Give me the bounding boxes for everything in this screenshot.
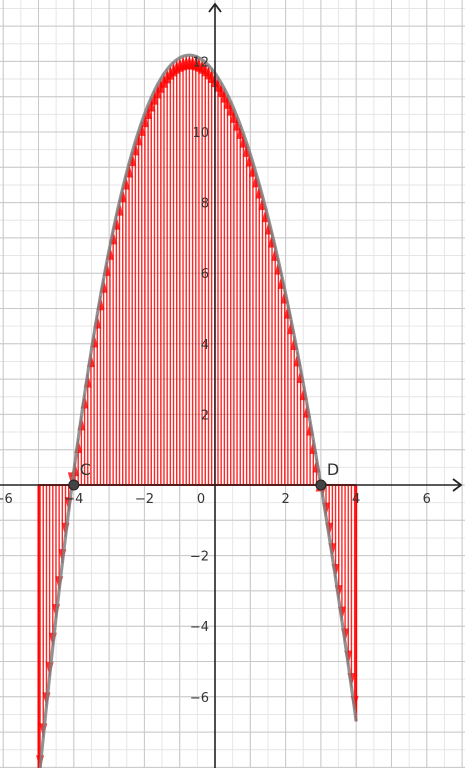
tick-labels: −6 −4 −2 0 2 4 6 −6 −4 −2 2 4 6 8 10 12 [0,55,431,705]
y-tick-label: 2 [201,408,209,423]
x-tick-label: 4 [352,492,360,507]
y-tick-label: 8 [201,197,209,212]
point-d[interactable] [315,479,327,491]
x-tick-label: −6 [0,492,13,507]
riemann-arrowhead [229,108,238,123]
y-tick-label: −6 [190,691,209,706]
riemann-arrowhead [163,69,172,84]
riemann-arrowhead [223,94,232,109]
y-tick-label: −4 [190,620,209,635]
x-axis-arrow-icon [452,478,463,492]
y-tick-label: −2 [190,550,209,565]
riemann-arrowhead [226,101,235,116]
x-tick-label: 0 [197,492,205,507]
riemann-arrowhead [233,116,242,131]
riemann-arrowhead [236,124,245,139]
point-label-c: C [80,460,91,479]
y-tick-label: 10 [192,126,209,141]
curve-f [38,53,358,768]
riemann-arrowhead [140,113,149,128]
point-label-d: D [327,460,339,479]
x-tick-label: −4 [64,492,83,507]
y-tick-label: 4 [201,338,209,353]
riemann-arrowhead [144,105,153,120]
point-c[interactable] [68,479,80,491]
y-tick-label: 12 [192,55,209,70]
x-tick-label: 6 [423,492,431,507]
x-tick-label: 2 [281,492,289,507]
y-axis-arrow-icon [208,2,222,13]
curve-layer: f [38,53,358,768]
x-tick-label: −2 [135,492,154,507]
y-tick-label: 6 [201,267,209,282]
